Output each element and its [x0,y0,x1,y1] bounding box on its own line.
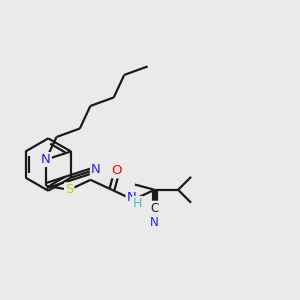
Text: N: N [127,191,136,204]
Text: N: N [150,216,159,229]
Text: S: S [65,183,74,196]
Text: C: C [151,202,159,214]
Text: O: O [112,164,122,177]
Text: N: N [91,163,100,176]
Text: N: N [41,153,51,166]
Text: H: H [133,197,142,210]
